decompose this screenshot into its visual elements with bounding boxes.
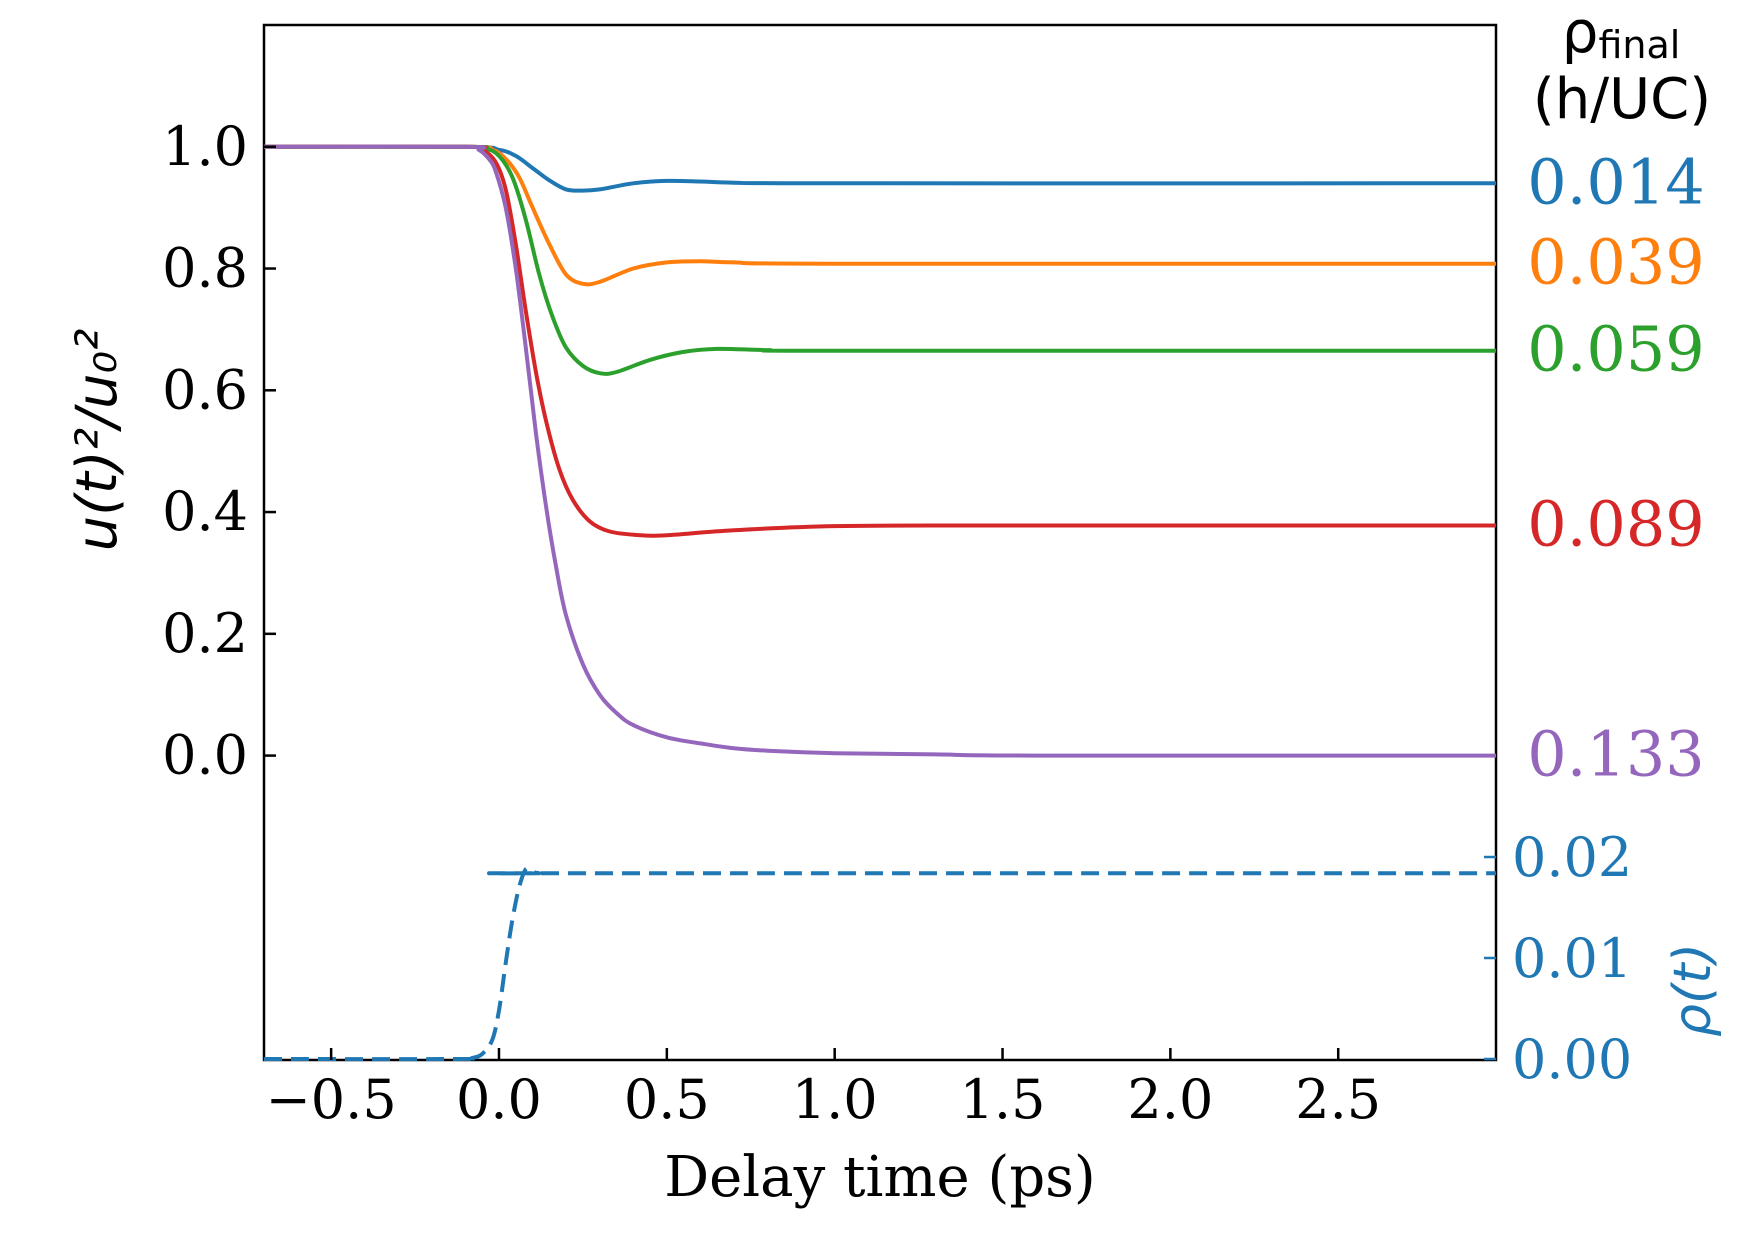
series-end-label-1: 0.039: [1527, 226, 1705, 299]
series-end-label-4: 0.133: [1527, 718, 1705, 791]
x-tick-label: 0.0: [456, 1068, 542, 1131]
series-lines: [263, 144, 1497, 1062]
y-tick-label: 0.4: [162, 480, 248, 543]
svg-text:ρfinal: ρfinal: [1562, 0, 1681, 67]
series-line-3: [263, 144, 1497, 538]
rho-tick-label: 0.01: [1512, 927, 1632, 990]
rho-tick-label: 0.02: [1512, 826, 1632, 889]
series-line-1: [263, 144, 1497, 287]
series-line-2: [263, 144, 1497, 376]
rho-ticks: 0.00 0.01 0.02: [1484, 826, 1632, 1091]
y-tick-label: 0.0: [162, 724, 248, 787]
y-ticks: 0.0 0.2 0.4 0.6 0.8 1.0: [162, 115, 276, 787]
series-line-4: [263, 144, 1497, 758]
series-line-0: [263, 144, 1497, 193]
series-end-label-0: 0.014: [1527, 145, 1705, 218]
x-tick-label: 0.5: [624, 1068, 710, 1131]
plot-frame: [262, 23, 1498, 1062]
x-tick-label: 1.5: [960, 1068, 1046, 1131]
unit-label: (h/UC): [1533, 67, 1711, 132]
x-axis-label: Delay time (ps): [664, 1145, 1096, 1210]
y-tick-label: 0.8: [162, 237, 248, 300]
y-tick-label: 0.2: [162, 602, 248, 665]
x-tick-label: −0.5: [266, 1068, 397, 1131]
x-ticks: −0.5 0.0 0.5 1.0 1.5 2.0 2.5: [266, 1048, 1381, 1131]
x-tick-label: 2.0: [1127, 1068, 1213, 1131]
rho-tick-label: 0.00: [1512, 1028, 1632, 1091]
rho-symbol: ρ: [1562, 0, 1599, 66]
x-tick-label: 1.0: [792, 1068, 878, 1131]
rho-dashed-line: [263, 866, 1496, 1062]
x-tick-label: 2.5: [1295, 1068, 1381, 1131]
y-tick-label: 1.0: [162, 115, 248, 178]
series-end-label-3: 0.089: [1527, 487, 1705, 560]
rho-axis-label: ρ(t): [1663, 943, 1723, 1037]
y-axis-label: u(t)²/u₀²: [65, 329, 130, 552]
y-tick-label: 0.6: [162, 358, 248, 421]
final-subscript: final: [1598, 23, 1680, 67]
right-header: ρfinal (h/UC): [1533, 0, 1711, 132]
series-end-label-2: 0.059: [1527, 313, 1705, 386]
series-end-labels: 0.014 0.039 0.059 0.089 0.133: [1527, 145, 1705, 790]
